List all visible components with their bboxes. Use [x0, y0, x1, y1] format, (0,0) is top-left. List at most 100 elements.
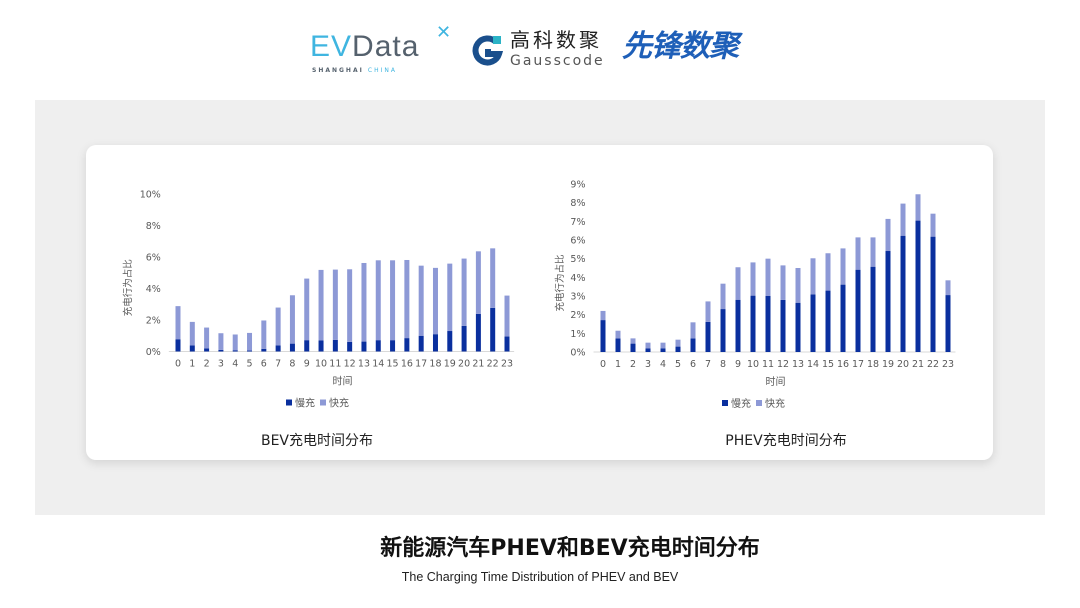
- bev-y-tick-label: 2%: [146, 316, 161, 327]
- phev-y-axis-label: 充电行为占比: [554, 254, 566, 311]
- bev-bar-fast: [204, 327, 210, 349]
- gausscode-logo-en: Gausscode: [510, 53, 605, 69]
- bev-bar-fast: [361, 262, 367, 342]
- bev-x-tick-label: 5: [246, 359, 252, 370]
- bev-bar-fast: [332, 269, 338, 340]
- bev-bar-slow: [361, 341, 367, 352]
- phev-x-tick-label: 9: [735, 359, 741, 370]
- gausscode-logo-icon: [472, 35, 504, 66]
- phev-x-tick-label: 11: [762, 359, 774, 370]
- phev-legend-label: 快充: [765, 397, 785, 410]
- bev-y-tick-label: 4%: [146, 284, 161, 295]
- phev-bar-slow: [945, 295, 951, 352]
- phev-bar-fast: [765, 258, 771, 296]
- phev-bar-slow: [705, 321, 711, 352]
- bev-bar-slow: [318, 340, 324, 352]
- evdata-logo: EVData: [310, 30, 420, 63]
- phev-x-tick-label: 21: [912, 359, 924, 370]
- bev-bar-slow: [189, 345, 195, 352]
- phev-bar-slow: [645, 348, 651, 352]
- phev-bar-slow: [885, 251, 891, 352]
- bev-y-tick-label: 0%: [146, 347, 161, 358]
- phev-bar-fast: [720, 283, 726, 310]
- bev-bar-fast: [347, 269, 353, 342]
- bev-bar-fast: [318, 269, 324, 341]
- phev-bar-slow: [615, 338, 621, 352]
- bev-bar-slow: [375, 340, 381, 352]
- phev-chart-title: PHEV充电时间分布: [725, 433, 847, 449]
- bev-bar-slow: [490, 307, 496, 352]
- bev-bar-slow: [461, 325, 467, 352]
- phev-bar-slow: [900, 235, 906, 352]
- bev-bar-slow: [261, 348, 267, 352]
- bev-legend-swatch-slow: [286, 399, 292, 406]
- phev-bar-slow: [735, 299, 741, 352]
- bev-x-tick-label: 16: [401, 359, 413, 370]
- bev-bar-slow: [332, 339, 338, 352]
- bev-legend-label: 慢充: [295, 397, 315, 410]
- phev-y-tick-label: 2%: [570, 310, 585, 321]
- phev-bar-fast: [870, 237, 876, 267]
- phev-bar-slow: [720, 309, 726, 352]
- bev-x-tick-label: 12: [344, 359, 356, 370]
- bev-y-axis-label: 充电行为占比: [122, 259, 134, 316]
- phev-bar-fast: [780, 265, 786, 300]
- bev-bar-fast: [289, 295, 295, 344]
- phev-x-tick-label: 4: [660, 359, 666, 370]
- phev-x-tick-label: 18: [867, 359, 879, 370]
- phev-y-tick-label: 0%: [570, 348, 585, 359]
- bev-bar-fast: [475, 251, 481, 314]
- bev-x-axis-label: 时间: [333, 375, 353, 388]
- bev-bar-fast: [304, 278, 310, 341]
- bev-y-tick-label: 10%: [140, 190, 161, 201]
- phev-y-tick-label: 6%: [570, 236, 585, 247]
- phev-x-tick-label: 19: [882, 359, 894, 370]
- phev-bar-slow: [765, 296, 771, 352]
- phev-bar-fast: [735, 267, 741, 300]
- phev-bar-slow: [675, 346, 681, 352]
- bev-x-tick-label: 22: [487, 359, 499, 370]
- bev-bar-fast: [175, 306, 181, 340]
- phev-y-tick-label: 5%: [570, 254, 585, 265]
- phev-legend-label: 慢充: [731, 397, 751, 410]
- bev-bar-fast: [490, 248, 496, 308]
- bev-bar-slow: [247, 350, 253, 352]
- phev-bar-slow: [690, 338, 696, 352]
- phev-x-tick-label: 22: [927, 359, 939, 370]
- bev-bar-fast: [390, 260, 396, 341]
- bev-x-tick-label: 17: [415, 359, 427, 370]
- phev-bar-fast: [795, 268, 801, 303]
- bev-x-tick-label: 14: [372, 359, 384, 370]
- bev-x-tick-label: 8: [289, 359, 295, 370]
- bev-bar-fast: [375, 260, 381, 341]
- bev-bar-fast: [275, 307, 281, 346]
- bev-bar-slow: [390, 340, 396, 352]
- bev-x-tick-label: 21: [472, 359, 484, 370]
- figure-subtitle: The Charging Time Distribution of PHEV a…: [401, 570, 679, 584]
- bev-bar-fast: [189, 321, 195, 346]
- phev-bar-slow: [840, 284, 846, 352]
- bev-x-tick-label: 3: [218, 359, 224, 370]
- bev-x-tick-label: 7: [275, 359, 281, 370]
- bev-bar-slow: [432, 334, 438, 352]
- bev-bar-fast: [418, 265, 424, 336]
- phev-x-tick-label: 13: [792, 359, 804, 370]
- phev-x-tick-label: 15: [822, 359, 834, 370]
- bev-x-tick-label: 9: [304, 359, 310, 370]
- bev-x-tick-label: 6: [261, 359, 267, 370]
- bev-bar-slow: [218, 349, 224, 352]
- phev-x-tick-label: 7: [705, 359, 711, 370]
- bev-bar-slow: [232, 350, 238, 352]
- bev-legend-swatch-fast: [320, 399, 326, 406]
- bev-bar-fast: [432, 267, 438, 335]
- bev-y-tick-label: 6%: [146, 253, 161, 264]
- phev-x-tick-label: 3: [645, 359, 651, 370]
- bev-x-tick-label: 0: [175, 359, 181, 370]
- phev-bar-fast: [645, 342, 651, 349]
- phev-x-tick-label: 20: [897, 359, 909, 370]
- phev-bar-fast: [945, 280, 951, 296]
- bev-bar-fast: [232, 334, 238, 351]
- phev-x-tick-label: 2: [630, 359, 636, 370]
- phev-bar-fast: [705, 301, 711, 322]
- phev-x-tick-label: 17: [852, 359, 864, 370]
